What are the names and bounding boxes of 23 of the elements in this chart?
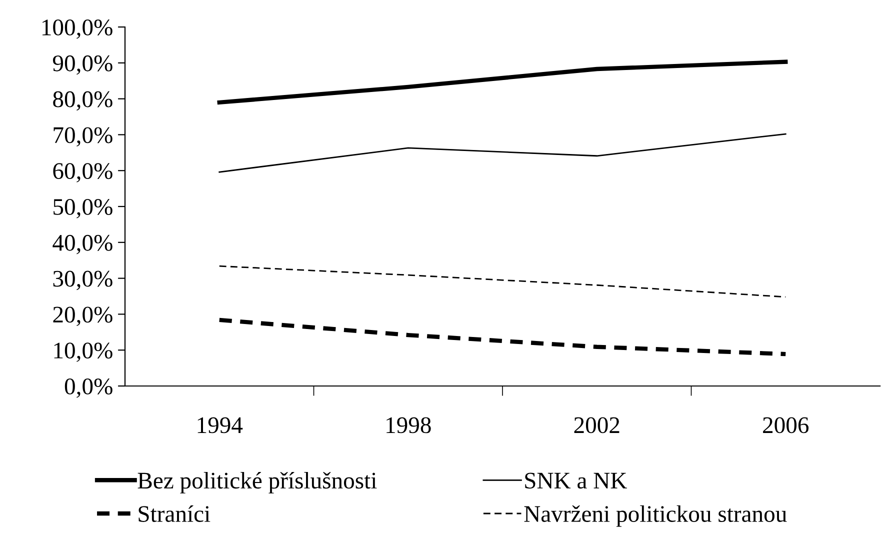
y-tick-label: 70,0% bbox=[54, 127, 112, 147]
x-tick-label: 2006 bbox=[763, 417, 809, 434]
line-series bbox=[217, 60, 788, 104]
legend-label: Straníci bbox=[138, 505, 210, 522]
legend-label: SNK a NK bbox=[525, 472, 627, 489]
x-tick-label: 2002 bbox=[574, 417, 620, 434]
y-tick-label: 0,0% bbox=[64, 378, 112, 398]
y-tick-label: 90,0% bbox=[52, 55, 112, 75]
y-tick-label: 30,0% bbox=[53, 270, 112, 290]
line-series bbox=[218, 265, 786, 298]
y-tick-label: 100,0% bbox=[42, 19, 112, 39]
legend-label: Bez politické příslušnosti bbox=[138, 472, 377, 494]
y-tick-label: 80,0% bbox=[53, 91, 112, 111]
x-tick-label: 1994 bbox=[198, 417, 243, 434]
x-tick-label: 1998 bbox=[386, 417, 431, 434]
y-tick-label: 10,0% bbox=[54, 342, 112, 362]
line-series bbox=[217, 318, 788, 356]
y-tick-label: 20,0% bbox=[53, 306, 112, 326]
line-series bbox=[218, 133, 786, 173]
legend-label: Navrženi politickou stranou bbox=[524, 505, 787, 527]
y-tick-label: 50,0% bbox=[54, 198, 112, 218]
y-tick-label: 40,0% bbox=[52, 234, 112, 254]
y-tick-label: 60,0% bbox=[53, 163, 112, 182]
